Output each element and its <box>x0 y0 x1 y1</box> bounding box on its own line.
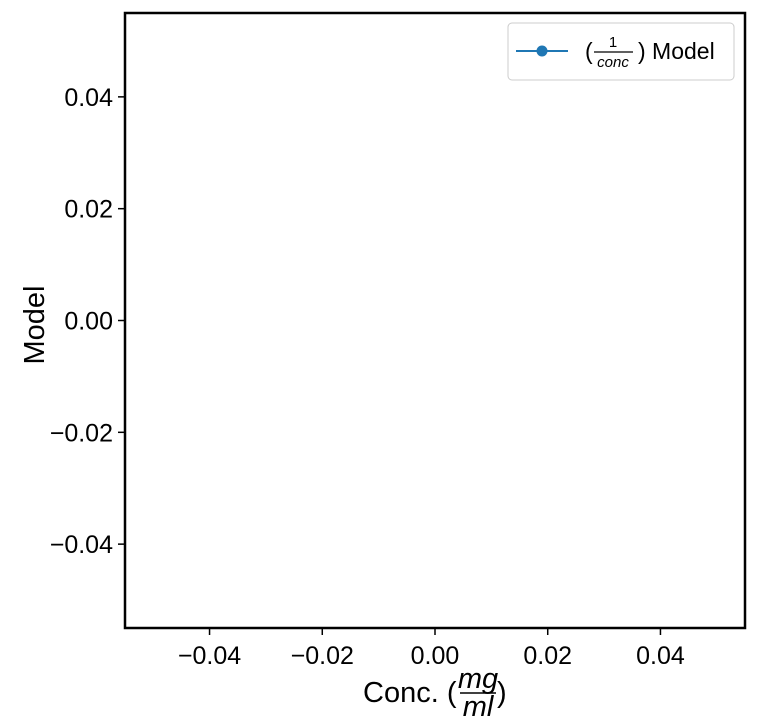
y-axis-title: Model <box>19 286 51 365</box>
x-tick-label: 0.00 <box>411 642 460 670</box>
legend-label-denominator: conc <box>597 54 629 71</box>
x-tick-label: 0.04 <box>636 642 685 670</box>
plot-area-frame <box>123 11 747 630</box>
legend-label-close: ) Model <box>638 38 715 64</box>
legend: ( 1 conc ) Model <box>507 22 735 81</box>
x-axis-ticks: −0.04 −0.02 0.00 0.02 0.04 <box>178 628 685 670</box>
legend-label-numerator: 1 <box>609 34 617 51</box>
y-tick-label: 0.04 <box>64 84 113 112</box>
x-axis-title-numerator: mg <box>458 663 498 695</box>
y-tick-label: −0.04 <box>50 531 113 559</box>
x-axis-title-denominator: ml <box>463 691 495 723</box>
x-axis-title-prefix: Conc. ( <box>363 677 457 709</box>
legend-circle-marker <box>536 45 548 57</box>
y-tick-label: −0.02 <box>50 419 113 447</box>
x-axis-title: Conc. ( mg ml ) <box>363 663 507 723</box>
x-tick-label: −0.04 <box>178 642 241 670</box>
x-tick-label: 0.02 <box>523 642 572 670</box>
y-tick-label: 0.02 <box>64 196 113 224</box>
legend-label-open: ( <box>585 38 593 64</box>
x-axis-title-suffix: ) <box>497 677 507 709</box>
y-axis-ticks: −0.04 −0.02 0.00 0.02 0.04 <box>50 84 125 559</box>
x-tick-label: −0.02 <box>291 642 354 670</box>
y-tick-label: 0.00 <box>64 308 113 336</box>
